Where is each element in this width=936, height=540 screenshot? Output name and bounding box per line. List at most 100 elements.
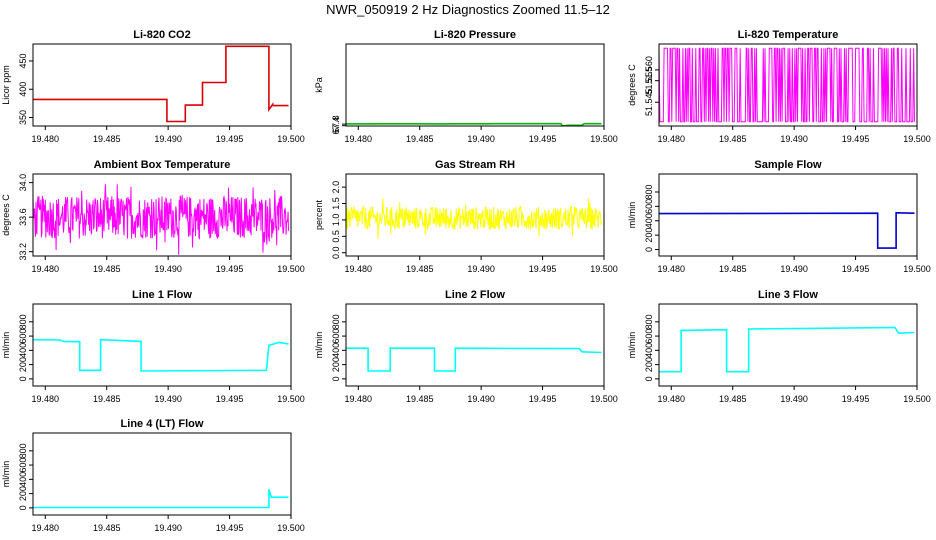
- panel-title: Line 3 Flow: [758, 289, 818, 301]
- y-tick-label: 400: [644, 343, 654, 358]
- y-tick-label: 1.5: [331, 197, 341, 210]
- x-tick-label: 19.480: [32, 264, 60, 274]
- y-tick-label: 51.560: [644, 56, 654, 84]
- x-tick-label: 19.490: [780, 134, 808, 144]
- series-line: [33, 489, 289, 509]
- x-tick-label: 19.485: [406, 134, 434, 144]
- plot-frame: [345, 303, 605, 387]
- panel-6: Sample Flow 19.480 19.485 19.490 19.495 19.50…: [627, 159, 931, 274]
- plot-frame: [345, 43, 605, 127]
- x-tick-label: 19.500: [903, 264, 931, 274]
- x-tick-label: 19.500: [277, 523, 305, 533]
- x-tick-label: 19.500: [590, 264, 618, 274]
- x-tick-label: 19.480: [345, 264, 373, 274]
- y-tick-label: 0: [18, 505, 28, 510]
- x-tick-label: 19.480: [32, 394, 60, 404]
- panel-title: Li-820 Pressure: [434, 29, 516, 41]
- panel-title: Sample Flow: [754, 159, 822, 171]
- panel-title: Li-820 Temperature: [738, 29, 839, 41]
- x-tick-label: 19.485: [406, 394, 434, 404]
- series-line: [659, 326, 915, 373]
- series-line: [33, 45, 289, 123]
- series-line: [659, 47, 915, 123]
- y-tick-label: 0: [644, 376, 654, 381]
- x-tick-label: 19.485: [719, 134, 747, 144]
- x-tick-label: 19.480: [345, 394, 373, 404]
- y-axis-label: kPa: [314, 77, 324, 93]
- series-line: [33, 184, 289, 255]
- plot-frame: [32, 43, 292, 127]
- x-tick-label: 19.480: [658, 394, 686, 404]
- x-tick-label: 19.500: [590, 134, 618, 144]
- y-tick-label: 1.0: [331, 214, 341, 227]
- panel-1: Li-820 CO2 19.480 19.485 19.490 19.495 19.500…: [1, 29, 305, 144]
- x-tick-label: 19.490: [467, 264, 495, 274]
- panel-title: Line 1 Flow: [132, 289, 192, 301]
- panel-title: Line 4 (LT) Flow: [121, 418, 204, 430]
- y-tick-label: 400: [331, 343, 341, 358]
- y-tick-label: 67.8: [331, 115, 341, 133]
- x-tick-label: 19.485: [93, 264, 121, 274]
- x-tick-label: 19.480: [658, 134, 686, 144]
- x-tick-label: 19.495: [216, 264, 244, 274]
- y-tick-label: 350: [18, 110, 28, 125]
- y-tick-label: 400: [644, 213, 654, 228]
- y-tick-label: 800: [644, 184, 654, 199]
- y-tick-label: 800: [18, 314, 28, 329]
- y-tick-label: 800: [18, 443, 28, 458]
- x-tick-label: 19.500: [277, 134, 305, 144]
- y-tick-label: 600: [18, 329, 28, 344]
- panel-8: Line 2 Flow 19.480 19.485 19.490 19.495 19.50…: [314, 289, 618, 404]
- y-tick-label: 33.6: [18, 208, 28, 226]
- y-tick-label: 0.0: [331, 246, 341, 259]
- x-tick-label: 19.480: [32, 134, 60, 144]
- x-tick-label: 19.490: [467, 394, 495, 404]
- x-tick-label: 19.500: [903, 134, 931, 144]
- x-tick-label: 19.480: [345, 134, 373, 144]
- panel-2: Li-820 Pressure 19.480 19.485 19.490 19.495 1…: [314, 29, 618, 144]
- x-tick-label: 19.485: [93, 523, 121, 533]
- x-tick-label: 19.495: [842, 394, 870, 404]
- y-tick-label: 0: [331, 376, 341, 381]
- x-tick-label: 19.490: [154, 523, 182, 533]
- x-tick-label: 19.495: [529, 134, 557, 144]
- y-tick-label: 34.0: [18, 174, 28, 192]
- x-tick-label: 19.495: [842, 264, 870, 274]
- y-axis-label: ml/min: [627, 332, 637, 359]
- y-tick-label: 33.2: [18, 243, 28, 261]
- y-tick-label: 400: [18, 82, 28, 97]
- y-axis-label: ml/min: [627, 202, 637, 229]
- y-tick-label: 200: [331, 357, 341, 372]
- figure-title: NWR_050919 2 Hz Diagnostics Zoomed 11.5–…: [326, 2, 610, 17]
- y-tick-label: 51.555: [644, 67, 654, 95]
- x-tick-label: 19.485: [93, 134, 121, 144]
- y-tick-label: 450: [18, 53, 28, 68]
- x-tick-label: 19.485: [719, 264, 747, 274]
- y-tick-label: 51.545: [644, 88, 654, 116]
- y-tick-label: 0.5: [331, 230, 341, 243]
- plot-frame: [32, 173, 292, 257]
- x-tick-label: 19.495: [216, 134, 244, 144]
- series-line: [346, 122, 602, 126]
- y-tick-label: 200: [644, 228, 654, 243]
- panel-4: Ambient Box Temperature 19.480 19.485 19.49…: [1, 159, 305, 274]
- y-tick-label: 0: [644, 247, 654, 252]
- plot-frame: [32, 303, 292, 387]
- series-line: [346, 347, 602, 372]
- plot-frame: [658, 173, 918, 257]
- y-axis-label: percent: [314, 199, 324, 230]
- x-tick-label: 19.485: [93, 394, 121, 404]
- panel-10: Line 4 (LT) Flow 19.480 19.485 19.490 19.495…: [1, 418, 305, 533]
- panel-5: Gas Stream RH 19.480 19.485 19.490 19.495 19.…: [314, 159, 618, 274]
- x-tick-label: 19.495: [529, 264, 557, 274]
- x-tick-label: 19.500: [277, 394, 305, 404]
- y-tick-label: 2.0: [331, 181, 341, 194]
- x-tick-label: 19.490: [467, 134, 495, 144]
- panel-3: Li-820 Temperature 19.480 19.485 19.490 19.4…: [627, 29, 931, 144]
- y-tick-label: 800: [644, 314, 654, 329]
- y-tick-label: 600: [644, 199, 654, 214]
- x-tick-label: 19.490: [780, 394, 808, 404]
- y-tick-label: 0: [18, 376, 28, 381]
- x-tick-label: 19.490: [780, 264, 808, 274]
